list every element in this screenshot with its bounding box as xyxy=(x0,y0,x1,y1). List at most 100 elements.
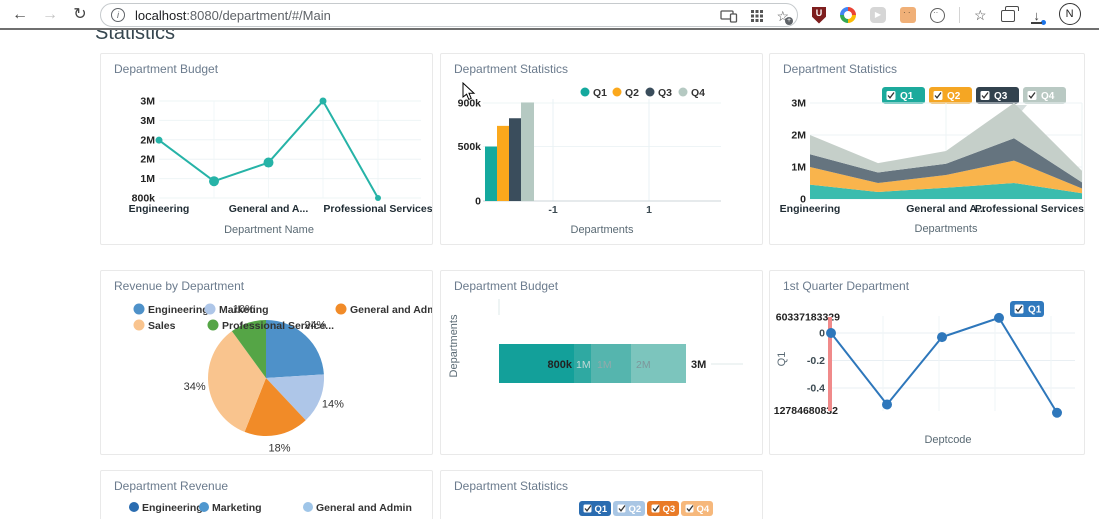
legend-item-Engineering[interactable]: Engineering xyxy=(129,502,203,514)
chart-title: Department Budget xyxy=(454,279,559,293)
player-extension-icon[interactable]: ▶ xyxy=(870,7,886,23)
series-chip-Q1[interactable]: Q1 xyxy=(882,87,925,104)
collections-icon[interactable] xyxy=(1000,6,1019,22)
toolbar-divider xyxy=(959,7,960,23)
ublock-extension-icon[interactable]: U xyxy=(812,6,826,24)
series-chip-Q2[interactable]: Q2 xyxy=(929,87,972,104)
legend-item-Professional Service...[interactable]: Professional Service... xyxy=(207,319,335,333)
legend-item-Marketing[interactable]: Marketing xyxy=(199,502,262,514)
chart-title: Revenue by Department xyxy=(114,279,245,293)
svg-text:Q3: Q3 xyxy=(658,87,672,99)
svg-text:12784680832: 12784680832 xyxy=(774,405,838,417)
svg-text:Q1: Q1 xyxy=(595,504,608,515)
department-budget-gauge-chart: Departments 800k 1M 1M 2M 3M xyxy=(448,299,743,383)
legend-item-Q3[interactable]: Q3 xyxy=(645,87,673,99)
svg-text:Marketing: Marketing xyxy=(212,502,262,514)
series-chip-Q1[interactable]: Q1 xyxy=(1010,301,1044,317)
legend-item-Sales[interactable]: Sales xyxy=(133,319,176,333)
cookie-extension-icon[interactable] xyxy=(930,7,945,23)
card-department-statistics-bar: Department Statistics Q1 Q2 Q3 Q4 0 500k 900k -… xyxy=(440,53,763,245)
chart-title: 1st Quarter Department xyxy=(783,279,910,293)
svg-text:Engineering: Engineering xyxy=(142,502,203,514)
svg-text:800k: 800k xyxy=(548,359,573,371)
svg-text:Department Name: Department Name xyxy=(224,224,314,236)
download-badge xyxy=(1039,18,1047,26)
series-chip-Q1[interactable]: Q1 xyxy=(579,501,611,516)
svg-text:Deptcode: Deptcode xyxy=(924,434,971,446)
series-chip-Q3[interactable]: Q3 xyxy=(976,87,1019,104)
svg-text:3M: 3M xyxy=(140,96,155,108)
svg-text:-0.2: -0.2 xyxy=(807,355,825,367)
first-quarter-department-chart: Q1 0 -0.2 -0.4 60337183329 12784680832 Q1 Deptc… xyxy=(774,301,1075,446)
back-button[interactable]: ← xyxy=(12,6,28,23)
svg-text:900k: 900k xyxy=(458,98,482,110)
google-extension-icon[interactable] xyxy=(840,7,856,23)
svg-text:General and A...: General and A... xyxy=(229,203,309,215)
legend-item-Q1[interactable]: Q1 xyxy=(580,87,608,99)
svg-text:Engineering: Engineering xyxy=(780,203,841,215)
svg-text:2M: 2M xyxy=(636,359,651,371)
svg-text:1M: 1M xyxy=(576,359,591,371)
card-department-statistics-area: Department Statistics Q1 Q2 Q3 Q4 0 1M 2M 3M Eng… xyxy=(769,53,1085,245)
svg-text:Q4: Q4 xyxy=(1041,91,1055,102)
reload-button[interactable]: ↻ xyxy=(73,6,87,23)
svg-text:Q1: Q1 xyxy=(593,87,607,99)
svg-text:Q1: Q1 xyxy=(776,352,788,367)
series-chip-Q4[interactable]: Q4 xyxy=(681,501,713,516)
svg-text:Sales: Sales xyxy=(148,320,176,332)
department-revenue-chart: Engineering Marketing General and Admin xyxy=(129,502,412,514)
add-favorite-icon[interactable]: ☆ xyxy=(776,8,793,25)
url-path: :8080/department/#/Main xyxy=(186,7,331,23)
svg-text:Marketing: Marketing xyxy=(219,304,269,316)
profile-avatar[interactable]: N xyxy=(1058,3,1081,25)
svg-text:General and Admin: General and Admin xyxy=(350,304,433,316)
card-department-budget-gauge: Department Budget Departments 800k 1M 1M 2M 3… xyxy=(440,270,763,455)
svg-text:2M: 2M xyxy=(140,134,155,146)
card-department-revenue: Department Revenue Engineering Marketing G… xyxy=(100,470,433,519)
series-chip-Q4[interactable]: Q4 xyxy=(1023,87,1066,104)
card-department-statistics-2: Department Statistics Q1 Q2 Q3 Q4 xyxy=(440,470,763,519)
svg-text:Q2: Q2 xyxy=(625,87,639,99)
svg-text:Professional Service...: Professional Service... xyxy=(222,320,334,332)
svg-text:24%: 24% xyxy=(304,320,326,332)
svg-text:500k: 500k xyxy=(458,141,482,153)
apps-grid-icon[interactable] xyxy=(750,9,764,23)
series-chip-Q3[interactable]: Q3 xyxy=(647,501,679,516)
svg-text:1M: 1M xyxy=(791,162,806,174)
legend-item-General and Admin[interactable]: General and Admin xyxy=(335,303,434,317)
svg-text:0: 0 xyxy=(475,196,481,208)
svg-text:1M: 1M xyxy=(597,359,612,371)
svg-text:Q1: Q1 xyxy=(900,91,914,102)
svg-text:Departments: Departments xyxy=(915,223,978,235)
svg-text:Departments: Departments xyxy=(448,314,460,377)
send-to-device-icon[interactable] xyxy=(720,9,738,23)
downloads-icon[interactable]: ↓ xyxy=(1029,8,1047,26)
legend-item-Marketing[interactable]: Marketing xyxy=(204,303,269,317)
svg-text:Professional Services: Professional Services xyxy=(975,203,1084,215)
revenue-by-department-pie-chart: 24% 14% 18% 34% 10% Engineering Marketing Gener… xyxy=(133,303,434,454)
legend-item-Q2[interactable]: Q2 xyxy=(612,87,640,99)
series-chip-Q2[interactable]: Q2 xyxy=(613,501,645,516)
svg-text:Departments: Departments xyxy=(571,224,634,236)
chart-title: Department Statistics xyxy=(454,62,569,76)
address-bar[interactable]: i localhost:8080/department/#/Main ☆ xyxy=(100,3,798,27)
site-info-icon[interactable]: i xyxy=(111,8,125,22)
svg-text:14%: 14% xyxy=(322,399,344,411)
legend-item-Engineering[interactable]: Engineering xyxy=(133,303,209,317)
svg-text:Q2: Q2 xyxy=(947,91,961,102)
svg-text:2M: 2M xyxy=(791,130,806,142)
favorites-icon[interactable]: ☆ xyxy=(974,7,987,23)
notes-extension-icon[interactable] xyxy=(900,7,916,23)
legend-item-General and Admin[interactable]: General and Admin xyxy=(303,502,412,514)
svg-text:Engineering: Engineering xyxy=(129,203,190,215)
svg-text:800k: 800k xyxy=(132,193,156,205)
svg-text:General and Admin: General and Admin xyxy=(316,502,412,514)
chart-title: Department Budget xyxy=(114,62,219,76)
card-first-quarter-department: 1st Quarter Department Q1 0 -0.2 -0.4 603371… xyxy=(769,270,1085,455)
legend-item-Q4[interactable]: Q4 xyxy=(678,87,706,99)
svg-text:1M: 1M xyxy=(140,173,155,185)
svg-text:General and A...: General and A... xyxy=(906,203,986,215)
svg-text:-0.4: -0.4 xyxy=(807,383,825,395)
forward-button[interactable]: → xyxy=(42,6,58,23)
svg-text:Q3: Q3 xyxy=(663,504,676,515)
